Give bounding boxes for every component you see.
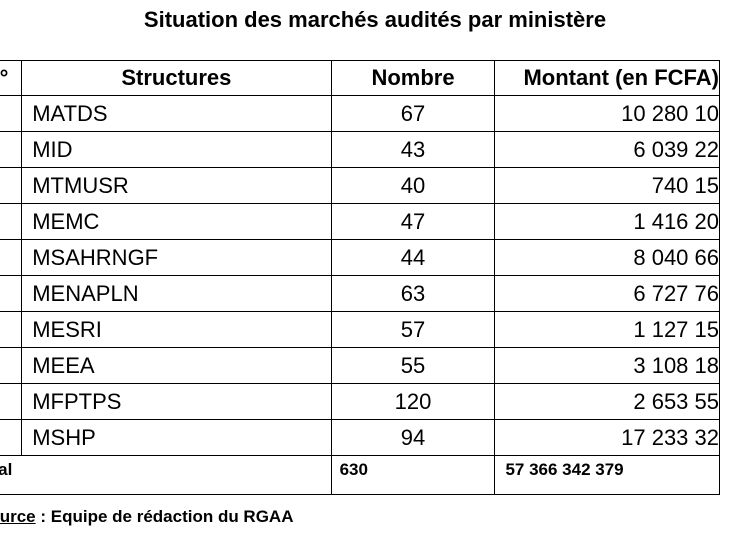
row-structure: MSHP [21, 419, 332, 456]
row-montant: 17 233 32 [494, 419, 720, 456]
table-row: 10MSHP9417 233 32 [0, 419, 720, 456]
total-montant: 57 366 342 379 [494, 455, 720, 495]
row-montant: 3 108 18 [494, 347, 720, 384]
table-row: 9MFPTPS1202 653 55 [0, 383, 720, 420]
row-montant: 8 040 66 [494, 239, 720, 276]
row-structure: MESRI [21, 311, 332, 348]
row-nombre: 120 [330, 383, 496, 420]
row-structure: MEMC [21, 203, 332, 240]
row-nombre: 63 [330, 275, 496, 312]
source-note: Source : Equipe de rédaction du RGAA [0, 507, 294, 527]
row-nombre: 47 [330, 203, 496, 240]
markets-table: N° Structures Nombre Montant (en FCFA) 1… [0, 60, 720, 495]
table-row: 1MATDS6710 280 10 [0, 95, 720, 132]
table-row: 7MESRI571 127 15 [0, 311, 720, 348]
row-nombre: 40 [330, 167, 496, 204]
total-label: Total [0, 455, 332, 495]
table-row: 4MEMC471 416 20 [0, 203, 720, 240]
row-structure: MTMUSR [21, 167, 332, 204]
row-structure: MSAHRNGF [21, 239, 332, 276]
row-number: 4 [0, 203, 23, 240]
row-nombre: 44 [330, 239, 496, 276]
row-number: 9 [0, 383, 23, 420]
row-nombre: 67 [330, 95, 496, 132]
row-number: 1 [0, 95, 23, 132]
row-structure: MFPTPS [21, 383, 332, 420]
header-montant: Montant (en FCFA) [494, 60, 720, 96]
row-nombre: 55 [330, 347, 496, 384]
table-row: 8MEEA553 108 18 [0, 347, 720, 384]
row-structure: MATDS [21, 95, 332, 132]
row-number: 2 [0, 131, 23, 168]
source-text: : Equipe de rédaction du RGAA [35, 507, 294, 526]
total-nombre: 630 [330, 455, 496, 495]
table-title: Situation des marchés audités par minist… [143, 7, 607, 32]
row-nombre: 43 [330, 131, 496, 168]
total-row: Total 630 57 366 342 379 [0, 455, 720, 495]
header-structures: Structures [21, 60, 332, 96]
header-row: N° Structures Nombre Montant (en FCFA) [0, 60, 720, 96]
row-number: 8 [0, 347, 23, 384]
row-structure: MID [21, 131, 332, 168]
row-number: 5 [0, 239, 23, 276]
row-montant: 1 127 15 [494, 311, 720, 348]
header-nombre: Nombre [330, 60, 496, 96]
row-montant: 6 727 76 [494, 275, 720, 312]
row-montant: 10 280 10 [494, 95, 720, 132]
row-montant: 740 15 [494, 167, 720, 204]
row-number: 10 [0, 419, 23, 456]
source-label: Source [0, 507, 36, 526]
row-nombre: 94 [330, 419, 496, 456]
row-number: 7 [0, 311, 23, 348]
row-montant: 6 039 22 [494, 131, 720, 168]
row-structure: MENAPLN [21, 275, 332, 312]
row-number: 6 [0, 275, 23, 312]
row-number: 3 [0, 167, 23, 204]
row-structure: MEEA [21, 347, 332, 384]
row-montant: 1 416 20 [494, 203, 720, 240]
table-row: 3MTMUSR40740 15 [0, 167, 720, 204]
row-nombre: 57 [330, 311, 496, 348]
row-montant: 2 653 55 [494, 383, 720, 420]
table-row: 2MID436 039 22 [0, 131, 720, 168]
header-number: N° [0, 60, 23, 96]
table-row: 5MSAHRNGF448 040 66 [0, 239, 720, 276]
